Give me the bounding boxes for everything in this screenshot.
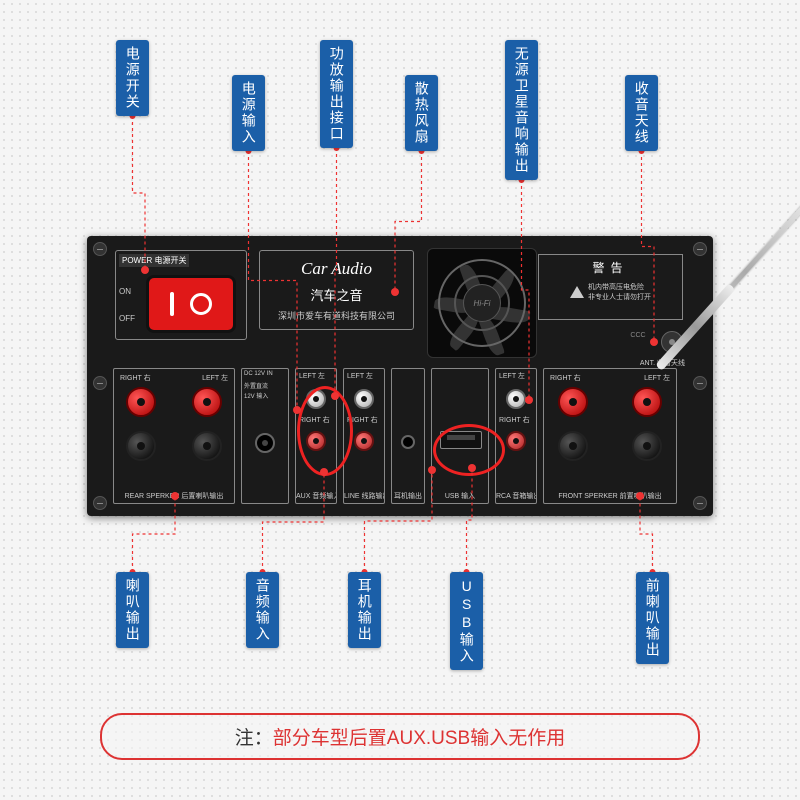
left-label: LEFT 左 — [644, 373, 670, 383]
headphone-group: 耳机输出 — [391, 368, 425, 504]
binding-post-red[interactable] — [192, 387, 222, 417]
power-switch-box: POWER 电源开关 ON OFF — [115, 250, 247, 340]
warning-icon — [570, 286, 584, 298]
callout-amp_output: 功放输出接口 — [320, 40, 353, 148]
brand-cn: 汽车之音 — [260, 285, 413, 304]
screw — [93, 242, 107, 256]
on-off-labels: ON OFF — [119, 287, 135, 323]
dc-input-group: DC 12V IN 外置直流 12V 输入 — [241, 368, 289, 504]
dc-label3: 12V 输入 — [244, 391, 268, 400]
binding-post-black[interactable] — [192, 431, 222, 461]
screw — [693, 376, 707, 390]
dc-label: DC 12V IN — [244, 371, 273, 377]
rca-white[interactable] — [354, 389, 374, 409]
callout-power_input: 电源输入 — [232, 75, 265, 151]
ccc-mark: CCC — [618, 332, 658, 354]
binding-post-black[interactable] — [126, 431, 156, 461]
right-label: RIGHT 右 — [120, 373, 151, 383]
right-label: RIGHT 右 — [550, 373, 581, 383]
brand-company: 深圳市爱车有道科技有限公司 — [260, 309, 413, 322]
connector-frame: RIGHT 右 LEFT 左 REAR SPERKER 后置喇叭输出 DC 12… — [113, 368, 687, 504]
dc-label2: 外置直流 — [244, 381, 268, 390]
group-label: FRONT SPERKER 前置喇叭输出 — [544, 491, 676, 501]
brand-box: Car Audio 汽车之音 深圳市爱车有道科技有限公司 — [259, 250, 414, 330]
screw — [693, 496, 707, 510]
left-label: LEFT 左 — [202, 373, 228, 383]
callout-passive_sat: 无源卫星音响输出 — [505, 40, 538, 180]
rca-red[interactable] — [506, 431, 526, 451]
binding-post-red[interactable] — [558, 387, 588, 417]
brand-script: Car Audio — [260, 259, 413, 279]
group-label: USB 输入 — [432, 491, 488, 501]
rca-red[interactable] — [354, 431, 374, 451]
power-label: POWER 电源开关 — [119, 254, 189, 267]
group-label: AUX 音频输入 — [296, 491, 336, 501]
cooling-fan: Hi-Fi — [427, 248, 537, 358]
warning-title: 警告 — [543, 259, 678, 276]
footer-note: 注：部分车型后置AUX.USB输入无作用 — [100, 713, 700, 760]
callout-power_switch: 电源开关 — [116, 40, 149, 116]
warning-line2: 非专业人士请勿打开 — [588, 292, 651, 302]
on-label: ON — [119, 287, 135, 296]
left-label: LEFT 左 — [299, 371, 325, 381]
binding-post-red[interactable] — [126, 387, 156, 417]
screw — [93, 496, 107, 510]
warning-line1: 机内带高压电危险 — [588, 282, 651, 292]
fan-hub-label: Hi-Fi — [463, 284, 501, 322]
headphone-jack[interactable] — [401, 435, 415, 449]
front-speaker-group: RIGHT 右 LEFT 左 FRONT SPERKER 前置喇叭输出 — [543, 368, 677, 504]
group-label: RCA 音箱输出 — [496, 491, 536, 501]
right-label: RIGHT 右 — [499, 415, 530, 425]
callout-speaker_out: 喇叭输出 — [116, 572, 149, 648]
off-label: OFF — [119, 314, 135, 323]
screw — [693, 242, 707, 256]
rca-white[interactable] — [506, 389, 526, 409]
group-label: REAR SPERKER 后置喇叭输出 — [114, 491, 234, 501]
left-label: LEFT 左 — [347, 371, 373, 381]
rocker-switch[interactable] — [146, 275, 236, 333]
rear-speaker-group: RIGHT 右 LEFT 左 REAR SPERKER 后置喇叭输出 — [113, 368, 235, 504]
callout-usb_in: USB输入 — [450, 572, 483, 670]
amplifier-panel: POWER 电源开关 ON OFF Car Audio 汽车之音 深圳市爱车有道… — [87, 236, 713, 516]
callout-audio_in: 音频输入 — [246, 572, 279, 648]
callout-cooling_fan: 散热风扇 — [405, 75, 438, 151]
highlight-circle — [297, 386, 353, 476]
note-text: 部分车型后置AUX.USB输入无作用 — [273, 728, 565, 749]
binding-post-red[interactable] — [632, 387, 662, 417]
note-prefix: 注： — [235, 728, 273, 749]
left-label: LEFT 左 — [499, 371, 525, 381]
dc-jack[interactable] — [255, 433, 275, 453]
callout-front_speaker: 前喇叭输出 — [636, 572, 669, 664]
rca-out-group: LEFT 左 RIGHT 右 RCA 音箱输出 — [495, 368, 537, 504]
callout-antenna: 收音天线 — [625, 75, 658, 151]
binding-post-black[interactable] — [558, 431, 588, 461]
binding-post-black[interactable] — [632, 431, 662, 461]
screw — [93, 376, 107, 390]
callout-headphone_out: 耳机输出 — [348, 572, 381, 648]
warning-box: 警告 机内带高压电危险 非专业人士请勿打开 — [538, 254, 683, 320]
highlight-circle — [433, 424, 505, 476]
group-label: 耳机输出 — [392, 491, 424, 501]
group-label: LINE 线路输出 — [344, 491, 384, 501]
